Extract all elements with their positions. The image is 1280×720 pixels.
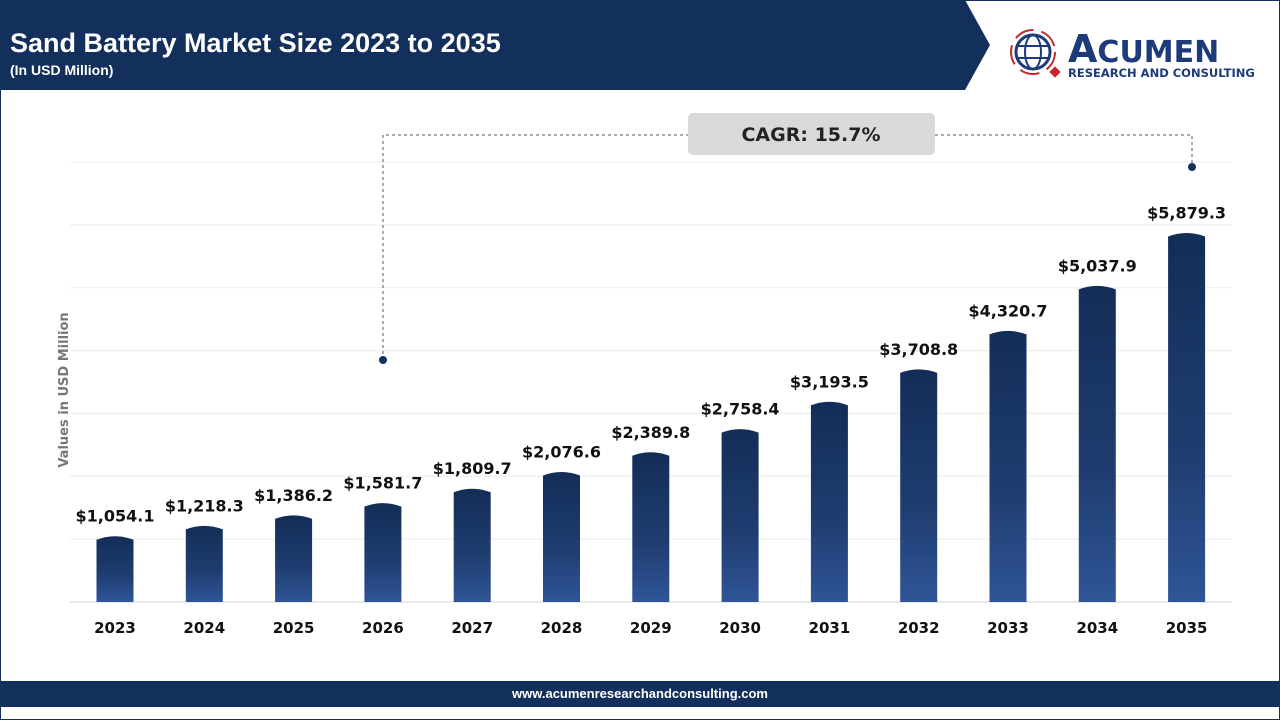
data-label: $3,193.5 [790, 372, 869, 391]
x-tick-label: 2029 [630, 619, 672, 637]
data-label: $2,389.8 [611, 423, 690, 442]
x-tick-label: 2034 [1076, 619, 1118, 637]
bar-2023 [96, 536, 134, 602]
x-tick-label: 2024 [183, 619, 225, 637]
data-label: $2,076.6 [522, 442, 601, 461]
data-label: $5,879.3 [1147, 203, 1226, 222]
data-label: $4,320.7 [969, 301, 1048, 320]
footer-url[interactable]: www.acumenresearchandconsulting.com [0, 681, 1280, 707]
data-label: $2,758.4 [701, 400, 780, 419]
x-tick-label: 2030 [719, 619, 761, 637]
bar-2033 [989, 330, 1027, 602]
x-tick-label: 2033 [987, 619, 1029, 637]
svg-text:RESEARCH AND CONSULTING: RESEARCH AND CONSULTING [1068, 66, 1255, 80]
bar-2027 [453, 488, 491, 602]
header-banner [0, 0, 990, 90]
page-subtitle: (In USD Million) [10, 62, 114, 78]
x-tick-label: 2027 [451, 619, 493, 637]
data-label: $1,054.1 [76, 507, 155, 526]
bar-2032 [900, 369, 938, 602]
data-label: $5,037.9 [1058, 256, 1137, 275]
acumen-logo: ACUMEN RESEARCH AND CONSULTING [1010, 27, 1255, 80]
cagr-box [688, 113, 935, 155]
x-tick-label: 2031 [809, 619, 851, 637]
data-label: $3,708.8 [879, 340, 958, 359]
bar-2029 [632, 452, 670, 602]
bar-2028 [543, 471, 580, 602]
x-tick-label: 2028 [541, 619, 583, 637]
x-tick-label: 2026 [362, 619, 404, 637]
bar-2030 [721, 429, 759, 602]
bar-2025 [275, 515, 313, 602]
bar-2034 [1078, 285, 1116, 602]
bar-2024 [185, 525, 223, 602]
x-tick-label: 2035 [1166, 619, 1208, 637]
data-label: $1,581.7 [343, 474, 422, 493]
x-tick-label: 2032 [898, 619, 940, 637]
x-tick-label: 2025 [273, 619, 315, 637]
cagr-label: CAGR: 15.7% [741, 124, 880, 146]
data-label: $1,809.7 [433, 459, 512, 478]
bar-2026 [364, 503, 402, 602]
data-label: $1,386.2 [254, 486, 333, 505]
data-label: $1,218.3 [165, 496, 244, 515]
y-axis-label: Values in USD Million [57, 312, 72, 467]
page-title: Sand Battery Market Size 2023 to 2035 [10, 28, 501, 58]
bar-2035 [1168, 232, 1206, 602]
bar-2031 [810, 401, 848, 602]
svg-text:ACUMEN: ACUMEN [1068, 27, 1219, 71]
cagr-end-dot [1188, 163, 1196, 171]
x-tick-label: 2023 [94, 619, 136, 637]
cagr-start-dot [379, 356, 387, 364]
cagr-connector [382, 134, 1193, 360]
